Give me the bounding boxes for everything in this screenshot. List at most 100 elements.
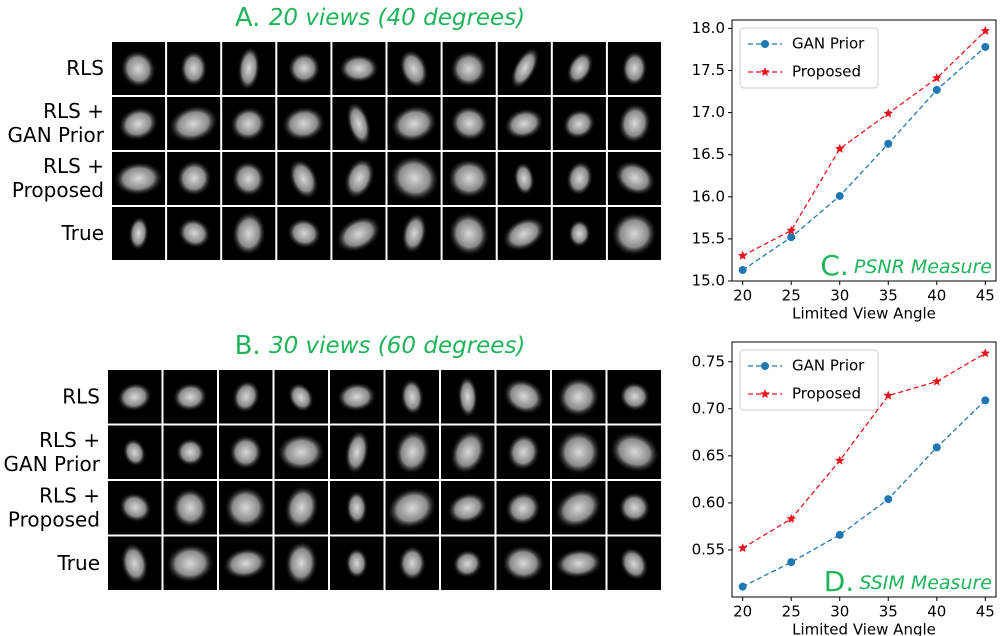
x-tick-label: 30 [830,287,849,305]
legend-box [739,349,879,411]
thumbnail-content [345,547,369,579]
thumbnail-content [229,106,268,142]
thumbnail-content [284,540,319,587]
annotation-label: D. [824,565,854,598]
x-tick-label: 30 [830,603,849,621]
thumbnail-content [165,543,215,584]
thumbnail-content [346,101,372,147]
row-label: RLS + [43,99,104,123]
plot-frame [731,341,997,598]
series-line [742,46,986,271]
thumbnail-content [179,50,208,87]
series-line [742,352,986,549]
thumbnail-content [122,438,147,467]
thumbnail-content [610,211,658,257]
panel-title: B. 30 views (60 degrees) [235,331,526,361]
thumbnail-content [621,50,648,87]
y-tick-label: 16.5 [692,145,725,163]
y-tick-label: 16.0 [692,187,725,205]
x-tick-label: 20 [733,287,752,305]
thumbnail-content [118,492,152,523]
y-tick-label: 15.5 [692,229,725,247]
circle-marker [761,362,769,370]
panel-label: B. [235,331,261,361]
thumbnail-content [231,210,267,257]
thumbnail-content [335,215,382,253]
plot-frame [731,19,997,282]
thumbnail-content [452,549,483,579]
row-label: Proposed [12,178,104,202]
x-tick-label: 45 [976,603,995,621]
thumbnail-content [287,51,321,86]
chart-annotation: D. SSIM Measure [824,565,992,598]
y-tick-label: 0.75 [692,352,725,370]
star-marker [883,108,893,118]
thumbnail-content [513,161,535,196]
thumbnail-content [176,159,213,197]
row-label: Proposed [8,507,100,531]
thumbnail-content [171,487,210,529]
x-axis-label: Limited View Angle [792,621,936,636]
legend-label: Proposed [792,385,861,403]
circle-marker [761,40,769,48]
thumbnail-content [398,545,427,582]
row-label: RLS + [39,483,100,507]
legend-label: GAN Prior [792,35,865,53]
star-marker [737,250,748,260]
circle-marker [835,530,844,539]
thumbnail-content [401,212,428,255]
thumbnail-content [617,102,652,145]
thumbnail-content [389,154,440,202]
thumbnail-content [232,379,261,414]
panel-title: A. 20 views (40 degrees) [235,3,525,33]
circle-marker [932,443,941,452]
thumbnail-content [222,547,269,580]
thumbnail-content [554,487,603,529]
x-tick-label: 25 [782,603,801,621]
panel-label: A. [235,3,261,33]
annotation-label: C. [820,249,848,282]
circle-marker [981,396,990,405]
series-line [742,399,986,588]
thumbnail-content [120,542,149,585]
x-tick-label: 25 [782,287,801,305]
thumbnail-content [449,105,489,142]
star-marker [760,67,770,76]
thumbnail-content [120,49,157,89]
thumbnail-content [565,160,594,197]
thumbnail-content [614,160,656,197]
row-label: RLS + [39,428,100,452]
thumbnail-content [128,215,149,251]
star-marker [835,455,845,465]
x-axis-label: Limited View Angle [792,305,936,323]
legend-label: GAN Prior [792,357,865,375]
thumbnail-content [619,546,649,581]
thumbnail-content [237,45,261,92]
row-label: RLS [66,56,104,80]
circle-marker [932,85,941,94]
y-tick-label: 18.0 [692,19,725,37]
star-marker [760,389,770,398]
y-tick-label: 17.5 [692,61,725,79]
thumbnail-content [398,48,429,89]
thumbnail-content [286,217,322,249]
panel-title-text: 20 views (40 degrees) [269,5,525,31]
y-tick-label: 17.0 [692,103,725,121]
thumbnail-content [223,485,268,530]
thumbnail-content [113,161,164,196]
star-marker [932,73,942,83]
star-marker [737,543,748,553]
thumbnail-content [510,46,540,90]
star-marker [883,390,893,400]
circle-marker [981,42,990,51]
thumbnail-content [116,382,153,412]
thumbnail-content [288,158,319,200]
circle-marker [835,191,844,200]
x-tick-label: 45 [976,287,995,305]
circle-marker [787,558,796,567]
thumbnail-content [504,490,542,526]
y-tick-label: 0.60 [692,493,725,511]
series-line [742,30,986,257]
x-tick-label: 35 [879,603,898,621]
